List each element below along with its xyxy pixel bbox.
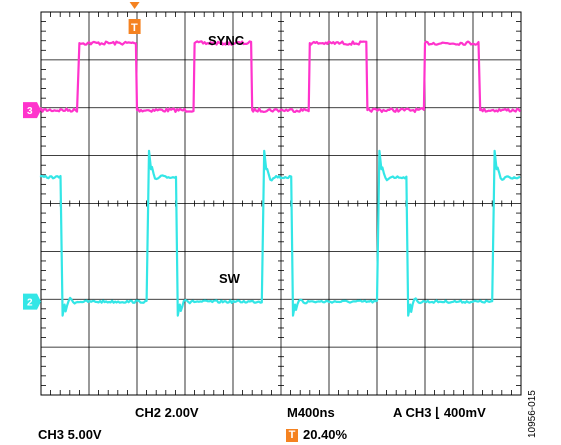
trace-sync xyxy=(39,40,522,113)
figure-id: 10956-015 xyxy=(527,390,538,438)
trace-sw xyxy=(39,149,521,317)
sync-trace-label: SYNC xyxy=(208,33,245,48)
trigger-marker-icon: T xyxy=(286,429,298,442)
channel-3-marker-label: 3 xyxy=(27,106,33,117)
trigger-position-marker xyxy=(128,19,141,34)
channel-3-marker xyxy=(23,102,41,119)
channel-2-marker-label: 2 xyxy=(27,298,33,309)
ch3-scale-readout: CH3 5.00V xyxy=(38,427,102,442)
graticule xyxy=(40,11,522,396)
trigger-position-arrow xyxy=(129,2,140,9)
channel-2-marker xyxy=(23,293,41,310)
marker-layer: 3 2 T xyxy=(23,2,141,310)
trigger-setting-readout: A CH3 ⌊ 400mV xyxy=(393,405,486,420)
sw-trace-label: SW xyxy=(219,271,240,286)
trigger-percent-readout: T 20.40% xyxy=(286,427,347,442)
trigger-percent-value: 20.40% xyxy=(303,427,348,442)
timebase-readout: M400ns xyxy=(287,405,335,420)
ch2-scale-readout: CH2 2.00V xyxy=(135,405,199,420)
trace-layer xyxy=(39,40,522,317)
trigger-position-marker-label: T xyxy=(131,22,138,34)
